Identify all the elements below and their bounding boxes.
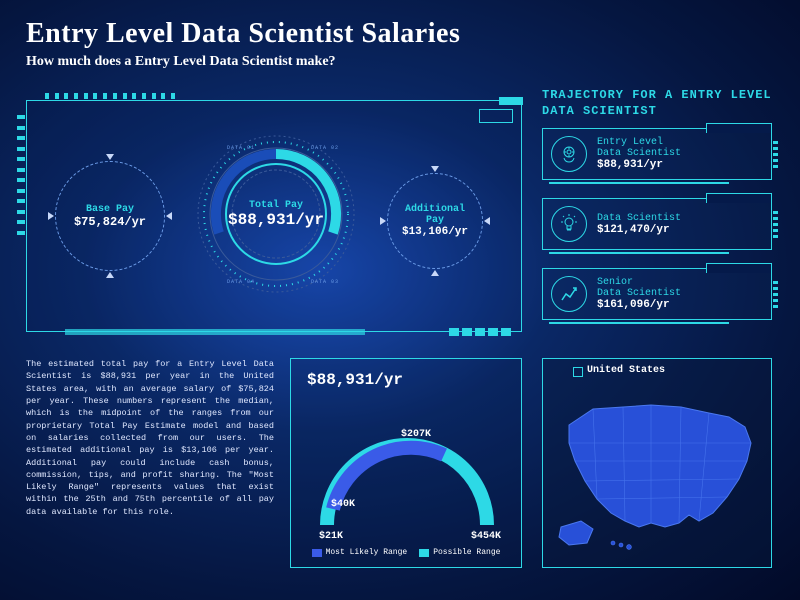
chart-icon [551, 276, 587, 312]
salary-gauge-panel: $88,931/yr $21K $40K $207K $454K Most Li… [290, 358, 522, 568]
map-title: United States [587, 365, 665, 376]
hud-corner-accent [499, 97, 523, 105]
gauge-headline: $88,931/yr [307, 371, 403, 389]
total-pay-value: $88,931/yr [228, 211, 324, 229]
gauge-arc [307, 405, 507, 545]
total-pay-label: Total Pay [249, 200, 303, 211]
total-pay-circle: Total Pay $88,931/yr [193, 131, 359, 297]
legend-possible: Possible Range [419, 548, 500, 557]
hud-ticks-top [45, 93, 175, 99]
data-tag-2: DATA 02 [311, 145, 339, 151]
base-pay-circle: Base Pay $75,824/yr [55, 161, 165, 271]
trajectory-role-2: Data Scientist [597, 213, 681, 224]
hud-bottom-blocks [449, 328, 511, 336]
trajectory-pay-2: $121,470/yr [597, 224, 681, 236]
additional-pay-value: $13,106/yr [402, 226, 468, 238]
data-tag-4: DATA 04 [227, 279, 255, 285]
gauge-p75-label: $207K [401, 429, 431, 440]
data-tag-3: DATA 03 [311, 279, 339, 285]
trajectory-card-senior: Senior Data Scientist $161,096/yr [542, 268, 772, 320]
base-pay-value: $75,824/yr [74, 215, 146, 229]
head-gear-icon [551, 136, 587, 172]
gauge-legend: Most Likely Range Possible Range [291, 548, 521, 557]
page-title: Entry Level Data Scientist Salaries [0, 0, 800, 50]
trajectory-pay-1: $88,931/yr [597, 159, 681, 171]
data-tag-1: DATA 01 [227, 145, 255, 151]
hud-bottom-bar [65, 329, 365, 335]
trajectory-pay-3: $161,096/yr [597, 299, 681, 311]
gauge-p25-label: $40K [331, 499, 355, 510]
gauge-max-label: $454K [471, 531, 501, 542]
description-text: The estimated total pay for a Entry Leve… [26, 358, 274, 518]
bulb-icon [551, 206, 587, 242]
hud-ticks-left [17, 115, 25, 235]
us-map [551, 387, 765, 557]
trajectory-card-mid: Data Scientist $121,470/yr [542, 198, 772, 250]
legend-likely: Most Likely Range [312, 548, 408, 557]
hud-corner-box [479, 109, 513, 123]
salary-hud-panel: Base Pay $75,824/yr Total Pay $88,931/yr… [26, 100, 522, 332]
page-subtitle: How much does a Entry Level Data Scienti… [0, 50, 800, 70]
trajectory-role-1: Entry Level Data Scientist [597, 137, 681, 159]
trajectory-title: TRAJECTORY FOR A ENTRY LEVEL DATA SCIENT… [542, 88, 772, 119]
base-pay-label: Base Pay [86, 204, 134, 215]
additional-pay-label: Additional Pay [405, 204, 465, 226]
trajectory-card-entry: Entry Level Data Scientist $88,931/yr [542, 128, 772, 180]
gauge-min-label: $21K [319, 531, 343, 542]
additional-pay-circle: Additional Pay $13,106/yr [387, 173, 483, 269]
map-panel: United States [542, 358, 772, 568]
trajectory-role-3: Senior Data Scientist [597, 277, 681, 299]
